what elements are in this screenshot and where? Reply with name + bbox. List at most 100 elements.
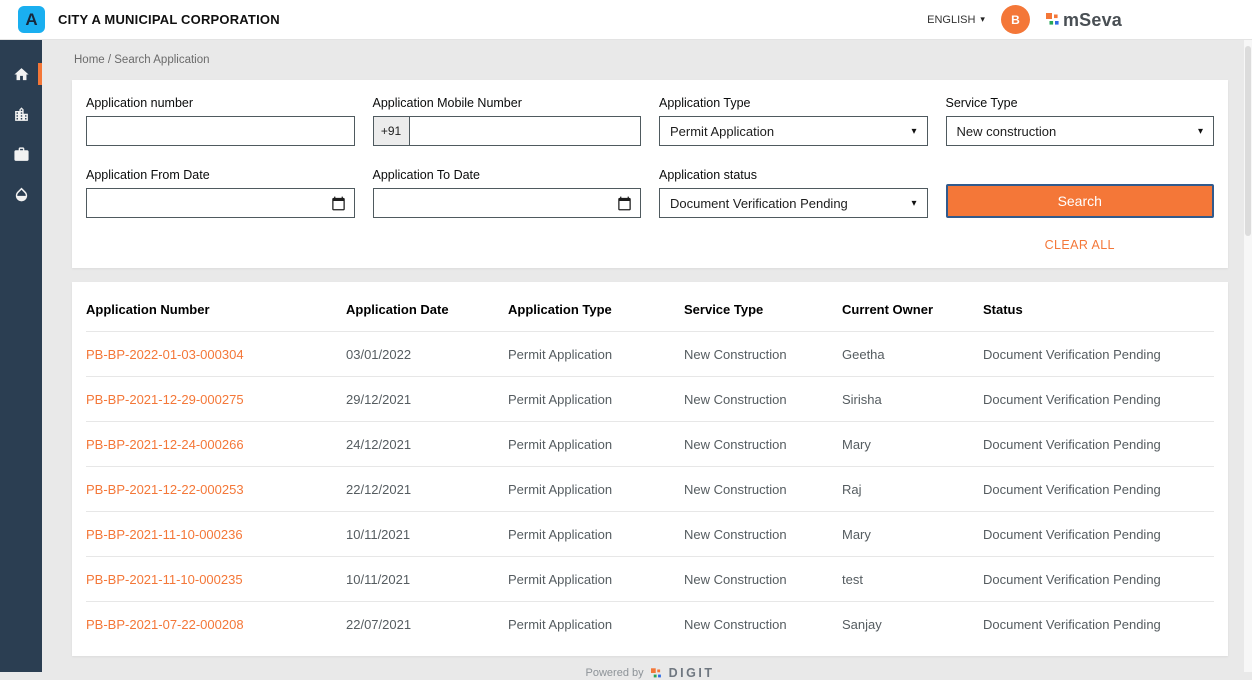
- column-header-application-type: Application Type: [508, 302, 684, 317]
- table-row: PB-BP-2021-12-29-00027529/12/2021Permit …: [86, 376, 1214, 421]
- clear-all-link[interactable]: CLEAR ALL: [1045, 238, 1115, 252]
- application-status-field: Application status Document Verification…: [659, 168, 928, 218]
- table-cell: New Construction: [684, 392, 842, 407]
- top-header-bar: A CITY A MUNICIPAL CORPORATION ENGLISH ▾…: [0, 0, 1252, 40]
- table-cell: Mary: [842, 437, 983, 452]
- from-date-field: Application From Date: [86, 168, 355, 218]
- vertical-scrollbar[interactable]: [1244, 40, 1252, 672]
- table-cell: Permit Application: [508, 572, 684, 587]
- sidebar-item-property[interactable]: [0, 94, 42, 134]
- table-cell: New Construction: [684, 437, 842, 452]
- table-body: PB-BP-2022-01-03-00030403/01/2022Permit …: [86, 331, 1214, 646]
- water-drop-icon: [13, 186, 30, 203]
- sidebar-item-home[interactable]: [0, 54, 42, 94]
- application-number-input[interactable]: [87, 117, 354, 145]
- mobile-number-input[interactable]: [410, 117, 641, 145]
- application-status-label: Application status: [659, 168, 928, 182]
- city-logo-letter: A: [25, 10, 37, 30]
- application-status-value: Document Verification Pending: [670, 196, 848, 211]
- application-number-link[interactable]: PB-BP-2021-11-10-000236: [86, 527, 346, 542]
- language-label: ENGLISH: [927, 14, 975, 26]
- table-cell: New Construction: [684, 482, 842, 497]
- table-row: PB-BP-2022-01-03-00030403/01/2022Permit …: [86, 331, 1214, 376]
- main-content: Home / Search Application Application nu…: [42, 40, 1252, 672]
- powered-by-label: Powered by: [586, 667, 644, 679]
- table-cell: Geetha: [842, 347, 983, 362]
- page-footer: Powered by DIGIT: [72, 666, 1228, 680]
- table-cell: Permit Application: [508, 482, 684, 497]
- application-number-link[interactable]: PB-BP-2021-07-22-000208: [86, 617, 346, 632]
- to-date-label: Application To Date: [373, 168, 642, 182]
- calendar-icon[interactable]: [617, 196, 632, 211]
- results-table-card: Application Number Application Date Appl…: [72, 282, 1228, 656]
- application-number-link[interactable]: PB-BP-2021-12-22-000253: [86, 482, 346, 497]
- application-number-link[interactable]: PB-BP-2021-12-29-000275: [86, 392, 346, 407]
- city-title: CITY A MUNICIPAL CORPORATION: [58, 12, 280, 27]
- table-cell: New Construction: [684, 347, 842, 362]
- table-header-row: Application Number Application Date Appl…: [86, 286, 1214, 331]
- table-cell: Document Verification Pending: [983, 437, 1214, 452]
- table-cell: 24/12/2021: [346, 437, 508, 452]
- table-cell: 29/12/2021: [346, 392, 508, 407]
- sidebar-item-water[interactable]: [0, 174, 42, 214]
- table-cell: 22/07/2021: [346, 617, 508, 632]
- scrollbar-thumb[interactable]: [1245, 46, 1251, 236]
- table-row: PB-BP-2021-12-22-00025322/12/2021Permit …: [86, 466, 1214, 511]
- table-cell: Permit Application: [508, 617, 684, 632]
- user-avatar[interactable]: B: [1001, 5, 1030, 34]
- table-cell: Sirisha: [842, 392, 983, 407]
- chevron-down-icon: ▾: [911, 198, 916, 209]
- application-status-select[interactable]: Document Verification Pending ▾: [659, 188, 928, 218]
- from-date-label: Application From Date: [86, 168, 355, 182]
- chevron-down-icon: ▾: [911, 126, 916, 137]
- table-cell: 03/01/2022: [346, 347, 508, 362]
- table-cell: Permit Application: [508, 392, 684, 407]
- table-cell: New Construction: [684, 527, 842, 542]
- breadcrumb: Home / Search Application: [74, 54, 1228, 66]
- header-right-group: ENGLISH ▾ B mSeva: [927, 5, 1122, 34]
- application-number-link[interactable]: PB-BP-2021-11-10-000235: [86, 572, 346, 587]
- column-header-application-date: Application Date: [346, 302, 508, 317]
- digit-dots-icon: [651, 667, 662, 679]
- mobile-number-field: Application Mobile Number +91: [373, 96, 642, 146]
- sidebar-item-trade[interactable]: [0, 134, 42, 174]
- table-cell: 10/11/2021: [346, 527, 508, 542]
- application-number-link[interactable]: PB-BP-2021-12-24-000266: [86, 437, 346, 452]
- column-header-status: Status: [983, 302, 1214, 317]
- table-cell: Permit Application: [508, 347, 684, 362]
- application-number-link[interactable]: PB-BP-2022-01-03-000304: [86, 347, 346, 362]
- table-cell: New Construction: [684, 617, 842, 632]
- search-button[interactable]: Search: [946, 184, 1215, 218]
- service-type-field: Service Type New construction ▾: [946, 96, 1215, 146]
- clear-all-cell: CLEAR ALL: [946, 236, 1215, 254]
- table-cell: Document Verification Pending: [983, 482, 1214, 497]
- left-sidebar: [0, 40, 42, 672]
- mobile-prefix: +91: [374, 117, 410, 145]
- search-button-cell: Search: [946, 168, 1215, 218]
- calendar-icon[interactable]: [331, 196, 346, 211]
- table-cell: 22/12/2021: [346, 482, 508, 497]
- from-date-input[interactable]: [95, 189, 331, 217]
- mseva-brand-text: mSeva: [1063, 11, 1122, 29]
- application-type-select[interactable]: Permit Application ▾: [659, 116, 928, 146]
- to-date-field: Application To Date: [373, 168, 642, 218]
- table-cell: test: [842, 572, 983, 587]
- city-logo: A: [18, 6, 45, 33]
- table-cell: Permit Application: [508, 527, 684, 542]
- table-cell: 10/11/2021: [346, 572, 508, 587]
- table-row: PB-BP-2021-11-10-00023510/11/2021Permit …: [86, 556, 1214, 601]
- mseva-logo: mSeva: [1046, 11, 1122, 29]
- home-icon: [13, 66, 30, 83]
- table-row: PB-BP-2021-11-10-00023610/11/2021Permit …: [86, 511, 1214, 556]
- table-cell: Document Verification Pending: [983, 617, 1214, 632]
- application-type-field: Application Type Permit Application ▾: [659, 96, 928, 146]
- chevron-down-icon: ▾: [1198, 126, 1203, 137]
- language-selector[interactable]: ENGLISH ▾: [927, 14, 985, 26]
- service-type-label: Service Type: [946, 96, 1215, 110]
- service-type-value: New construction: [957, 124, 1057, 139]
- to-date-input[interactable]: [382, 189, 618, 217]
- column-header-service-type: Service Type: [684, 302, 842, 317]
- table-cell: Permit Application: [508, 437, 684, 452]
- city-buildings-icon: [13, 106, 30, 123]
- service-type-select[interactable]: New construction ▾: [946, 116, 1215, 146]
